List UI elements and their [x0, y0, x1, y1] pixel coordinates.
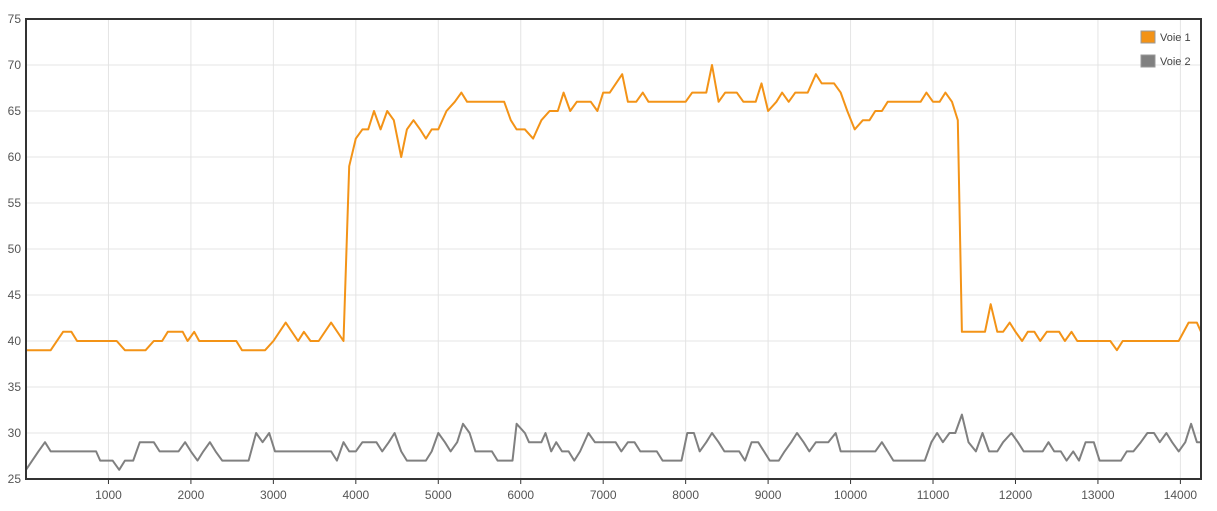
y-tick-label: 60	[8, 150, 22, 164]
y-tick-label: 55	[8, 196, 22, 210]
y-tick-label: 25	[8, 472, 22, 486]
y-tick-label: 50	[8, 242, 22, 256]
x-tick-label: 10000	[834, 488, 868, 502]
series-line-1	[26, 64, 1202, 352]
x-tick-label: 1000	[95, 488, 122, 502]
y-tick-label: 65	[8, 104, 22, 118]
y-tick-label: 70	[8, 58, 22, 72]
legend-swatch-2	[1140, 54, 1156, 68]
x-tick-label: 12000	[999, 488, 1033, 502]
legend-label-2: Voie 2	[1160, 56, 1191, 68]
series-lines	[25, 64, 1202, 471]
y-tick-label: 40	[8, 334, 22, 348]
x-tick-label: 7000	[590, 488, 617, 502]
x-tick-label: 6000	[507, 488, 534, 502]
legend-label-1: Voie 1	[1160, 32, 1191, 44]
legend-swatch-1	[1140, 30, 1156, 44]
x-tick-label: 5000	[425, 488, 452, 502]
x-tick-label: 13000	[1081, 488, 1115, 502]
x-tick-label: 8000	[672, 488, 699, 502]
x-axis-ticks: 1000 2000 3000 4000 5000 6000 7000 8000 9000 1000…	[95, 479, 1197, 502]
legend: Voie 1 Voie 2	[1140, 30, 1191, 68]
x-tick-label: 9000	[755, 488, 782, 502]
series-line-2	[25, 413, 1201, 471]
x-tick-label: 11000	[917, 488, 950, 502]
x-tick-label: 3000	[260, 488, 287, 502]
y-axis-ticks: 25 30 35 40 45 50 55 60 65 70 75	[8, 12, 22, 486]
y-tick-label: 35	[8, 380, 22, 394]
x-tick-label: 2000	[178, 488, 205, 502]
y-tick-label: 45	[8, 288, 22, 302]
y-tick-label: 30	[8, 426, 22, 440]
plot-frame	[25, 18, 1202, 480]
y-tick-label: 75	[8, 12, 22, 26]
x-tick-label: 14000	[1164, 488, 1198, 502]
x-tick-label: 4000	[342, 488, 369, 502]
